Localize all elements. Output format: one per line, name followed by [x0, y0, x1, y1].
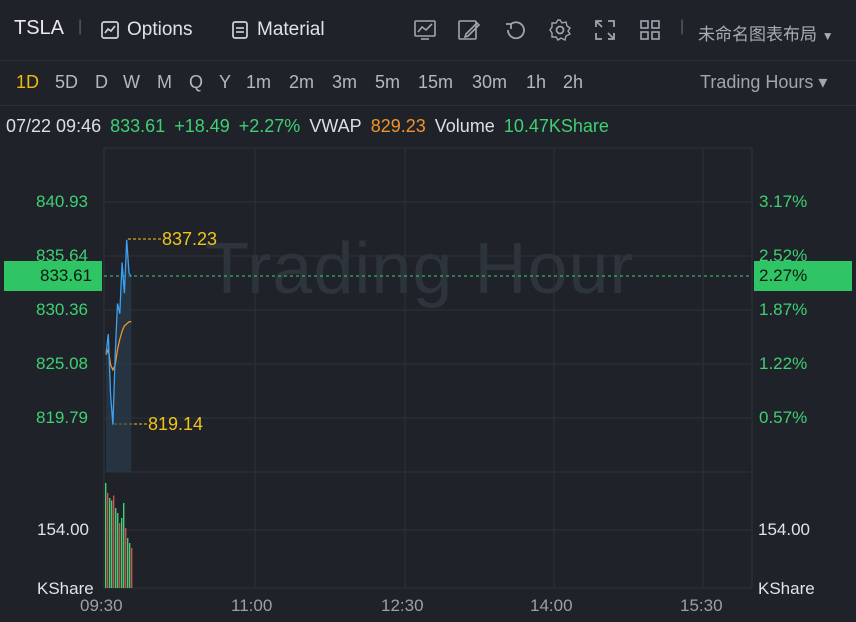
period-d[interactable]: D: [95, 72, 108, 92]
quote-info-line: 07/22 09:46 833.61 +18.49 +2.27% VWAP 82…: [6, 116, 613, 137]
top-toolbar: TSLA | Options Material | 未命名图表布局 ▼: [0, 0, 856, 61]
material-button[interactable]: Material: [230, 17, 325, 43]
period-2h[interactable]: 2h: [563, 72, 584, 92]
period-5d[interactable]: 5D: [55, 72, 79, 92]
time-tick-label: 11:00: [231, 596, 273, 615]
volume-bar: [113, 495, 115, 588]
pct-tick-label: 3.17%: [759, 192, 808, 211]
volume-bar: [109, 498, 111, 588]
undo-icon[interactable]: [503, 18, 527, 42]
current-price-tag: 833.61: [4, 261, 102, 291]
pct-tick-label: 0.57%: [759, 408, 808, 427]
price-area: [106, 239, 132, 472]
quote-change-pct: +2.27%: [238, 116, 301, 136]
grid-lines: [103, 147, 753, 589]
period-2m[interactable]: 2m: [289, 72, 315, 92]
indicator-chart-icon[interactable]: [413, 18, 437, 42]
price-tick-label: 825.08: [36, 354, 88, 373]
period-1d[interactable]: 1D: [16, 72, 40, 92]
period-3m[interactable]: 3m: [332, 72, 358, 92]
volume-unit-label: KShare: [37, 579, 94, 598]
pct-tick-label: 2.52%: [759, 246, 808, 265]
price-line: [105, 239, 132, 425]
period-15m[interactable]: 15m: [418, 72, 454, 92]
draw-pencil-icon[interactable]: [457, 18, 481, 42]
volume-bar: [121, 518, 123, 588]
volume-label: Volume: [434, 116, 495, 136]
volume-bar: [105, 483, 107, 588]
volume-bar: [107, 493, 109, 588]
separator: |: [680, 18, 685, 35]
period-y[interactable]: Y: [219, 72, 232, 92]
price-tick-label: 819.79: [36, 408, 88, 427]
quote-price: 833.61: [110, 116, 166, 136]
volume-bar: [123, 503, 125, 588]
period-m[interactable]: M: [157, 72, 172, 92]
volume-tick-label: 154.00: [37, 520, 89, 539]
volume-bar: [131, 548, 133, 588]
period-q[interactable]: Q: [189, 72, 204, 92]
high-price-marker: 837.23: [162, 229, 218, 249]
options-label: Options: [127, 19, 193, 40]
vwap-label: VWAP: [309, 116, 362, 136]
ticker-symbol[interactable]: TSLA: [14, 17, 65, 39]
volume-bar: [127, 538, 129, 588]
volume-bar: [119, 523, 121, 588]
chevron-down-icon: ▼: [821, 29, 834, 43]
price-tick-label: 835.64: [36, 246, 88, 265]
period-bar: 1D 5D D W M Q Y 1m 2m 3m 5m 15m 30m 1h 2…: [0, 61, 856, 106]
time-tick-label: 15:30: [680, 596, 723, 615]
vwap-line: [105, 320, 132, 372]
quote-change: +18.49: [174, 116, 230, 136]
time-tick-label: 12:30: [381, 596, 424, 615]
quote-datetime: 07/22 09:46: [6, 116, 102, 136]
material-label: Material: [257, 19, 325, 40]
layout-name-label: 未命名图表布局: [698, 25, 817, 44]
period-w[interactable]: W: [123, 72, 140, 92]
period-5m[interactable]: 5m: [375, 72, 401, 92]
fullscreen-icon[interactable]: [593, 18, 617, 42]
time-tick-label: 09:30: [80, 596, 123, 615]
volume-tick-label-right: 154.00: [758, 520, 810, 539]
price-area-fill: [106, 239, 132, 472]
layout-grid-icon[interactable]: [638, 18, 662, 42]
period-1m[interactable]: 1m: [246, 72, 272, 92]
current-pct-tag: 2.27%: [754, 261, 852, 291]
volume-unit-label-right: KShare: [758, 579, 815, 598]
volume-bar: [117, 513, 119, 588]
vwap-value: 829.23: [370, 116, 426, 136]
series-lines: [105, 239, 132, 425]
volume-bar: [125, 528, 127, 588]
volume-bars: [105, 483, 133, 588]
volume-bar: [129, 543, 131, 588]
period-30m[interactable]: 30m: [472, 72, 508, 92]
volume-bar: [115, 508, 117, 588]
trading-hours-select[interactable]: Trading Hours ▾: [700, 72, 828, 92]
pct-tick-label: 1.87%: [759, 300, 808, 319]
options-button[interactable]: Options: [100, 17, 192, 43]
time-tick-label: 14:00: [530, 596, 573, 615]
layout-name-dropdown[interactable]: 未命名图表布局 ▼: [698, 20, 834, 45]
period-1h[interactable]: 1h: [526, 72, 547, 92]
settings-gear-icon[interactable]: [548, 18, 572, 42]
options-chart-icon: [101, 21, 119, 39]
separator: |: [78, 18, 83, 35]
volume-bar: [111, 500, 113, 588]
price-tick-label: 830.36: [36, 300, 88, 319]
pct-tick-label: 1.22%: [759, 354, 808, 373]
low-price-marker: 819.14: [148, 414, 204, 434]
volume-value: 10.47KShare: [503, 116, 609, 136]
trading-hour-watermark: Trading Hour: [205, 229, 635, 309]
document-icon: [232, 21, 248, 39]
price-tick-label: 840.93: [36, 192, 88, 211]
